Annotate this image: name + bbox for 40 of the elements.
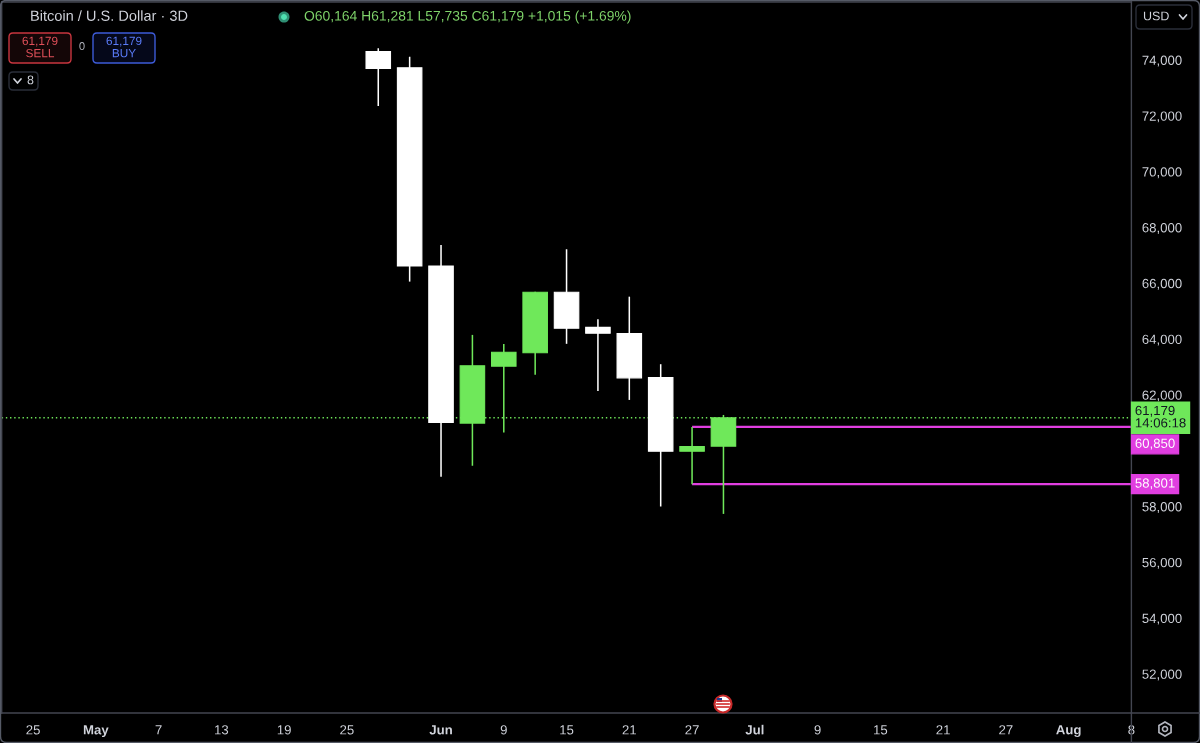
text: O60,164 H61,281 L57,735 C61,179 +1,015 (+1.69%) [304,10,631,24]
x-tick-label: 21 [936,725,950,735]
y-tick-label: 62,000 [1142,390,1182,402]
x-tick-label: 15 [874,725,888,735]
x-tick-label: 15 [560,725,574,735]
y-tick-label: 52,000 [1142,669,1182,681]
ref-line-label: 61,179 14:06:18 [1135,405,1186,428]
annotation: 61,179 BUY [106,36,142,58]
x-tick-label: Jun [429,725,452,735]
x-tick-label: May [83,725,109,738]
data-label: 58,801 [1135,478,1175,490]
x-tick-label: 9 [500,725,507,735]
x-tick-label: 9 [814,725,821,735]
x-tick-label: 21 [622,725,637,735]
x-tick-label: 7 [155,725,162,735]
y-tick-label: 74,000 [1142,55,1182,67]
x-tick-label: Aug [1056,725,1081,738]
y-tick-label: 58,000 [1142,502,1182,513]
candlestick [679,426,705,485]
annotation: 0 [79,42,85,50]
text: USD [1143,11,1169,21]
y-tick-label: 72,000 [1142,111,1182,123]
candlestick [585,318,611,392]
y-tick-label: 64,000 [1142,334,1182,346]
y-tick-label: 56,000 [1142,557,1182,569]
annotation: 8 [27,75,34,85]
annotation: 61,179 SELL [22,36,58,58]
y-tick-label: 68,000 [1142,223,1182,234]
x-tick-label: 13 [215,725,229,735]
y-tick-label: 70,000 [1142,167,1182,179]
data-label: 60,850 [1135,438,1175,450]
x-tick-label: Jul [745,724,764,735]
x-tick-label: 25 [340,725,354,735]
y-tick-label: 54,000 [1142,613,1182,625]
chart-title: Bitcoin / U.S. Dollar · 3D [31,10,188,21]
x-tick-label: 19 [277,725,291,735]
x-tick-label: 27 [685,725,699,735]
x-tick-label: 25 [26,725,40,735]
y-tick-label: 66,000 [1142,278,1182,290]
x-tick-label: 27 [999,725,1013,735]
